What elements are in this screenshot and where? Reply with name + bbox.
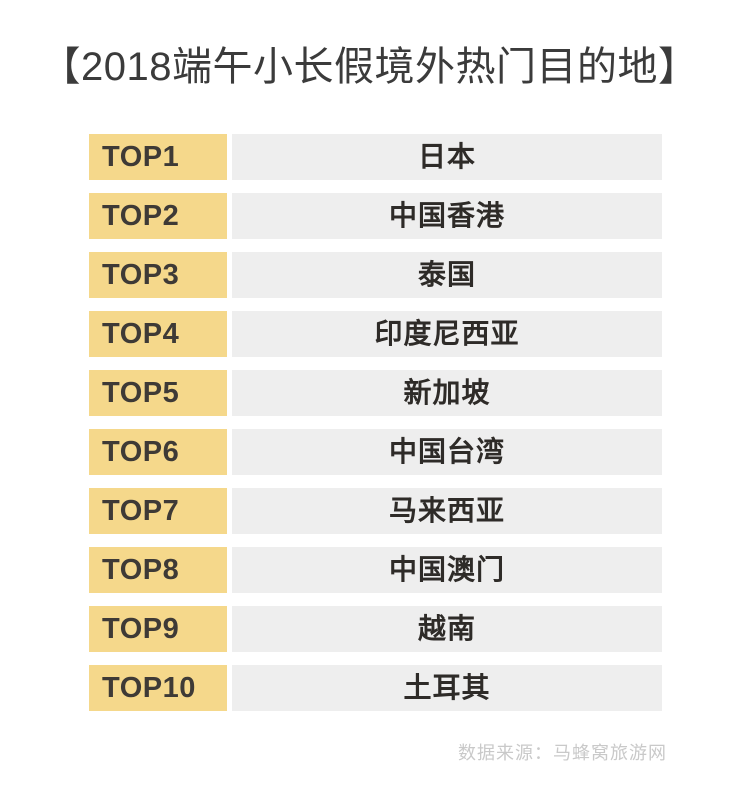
ranking-table: TOP1 日本 TOP2 中国香港 TOP3 泰国 TOP4 印度尼西亚 TOP… — [89, 134, 662, 711]
destination-label: 印度尼西亚 — [232, 311, 662, 357]
ranking-row: TOP4 印度尼西亚 — [89, 311, 662, 357]
ranking-row: TOP6 中国台湾 — [89, 429, 662, 475]
ranking-row: TOP5 新加坡 — [89, 370, 662, 416]
destination-label: 中国澳门 — [232, 547, 662, 593]
ranking-row: TOP10 土耳其 — [89, 665, 662, 711]
ranking-row: TOP1 日本 — [89, 134, 662, 180]
ranking-row: TOP7 马来西亚 — [89, 488, 662, 534]
ranking-row: TOP9 越南 — [89, 606, 662, 652]
ranking-row: TOP8 中国澳门 — [89, 547, 662, 593]
rank-badge: TOP10 — [89, 665, 227, 711]
rank-badge: TOP1 — [89, 134, 227, 180]
ranking-row: TOP2 中国香港 — [89, 193, 662, 239]
destination-label: 泰国 — [232, 252, 662, 298]
destination-label: 日本 — [232, 134, 662, 180]
destination-label: 中国台湾 — [232, 429, 662, 475]
data-source-note: 数据来源：马蜂窝旅游网 — [458, 743, 667, 763]
rank-badge: TOP3 — [89, 252, 227, 298]
destination-label: 土耳其 — [232, 665, 662, 711]
page-title: 【2018端午小长假境外热门目的地】 — [40, 45, 699, 89]
rank-badge: TOP7 — [89, 488, 227, 534]
destination-label: 中国香港 — [232, 193, 662, 239]
rank-badge: TOP4 — [89, 311, 227, 357]
rank-badge: TOP5 — [89, 370, 227, 416]
destination-label: 越南 — [232, 606, 662, 652]
rank-badge: TOP2 — [89, 193, 227, 239]
rank-badge: TOP6 — [89, 429, 227, 475]
destination-label: 新加坡 — [232, 370, 662, 416]
rank-badge: TOP9 — [89, 606, 227, 652]
rank-badge: TOP8 — [89, 547, 227, 593]
destination-label: 马来西亚 — [232, 488, 662, 534]
ranking-row: TOP3 泰国 — [89, 252, 662, 298]
